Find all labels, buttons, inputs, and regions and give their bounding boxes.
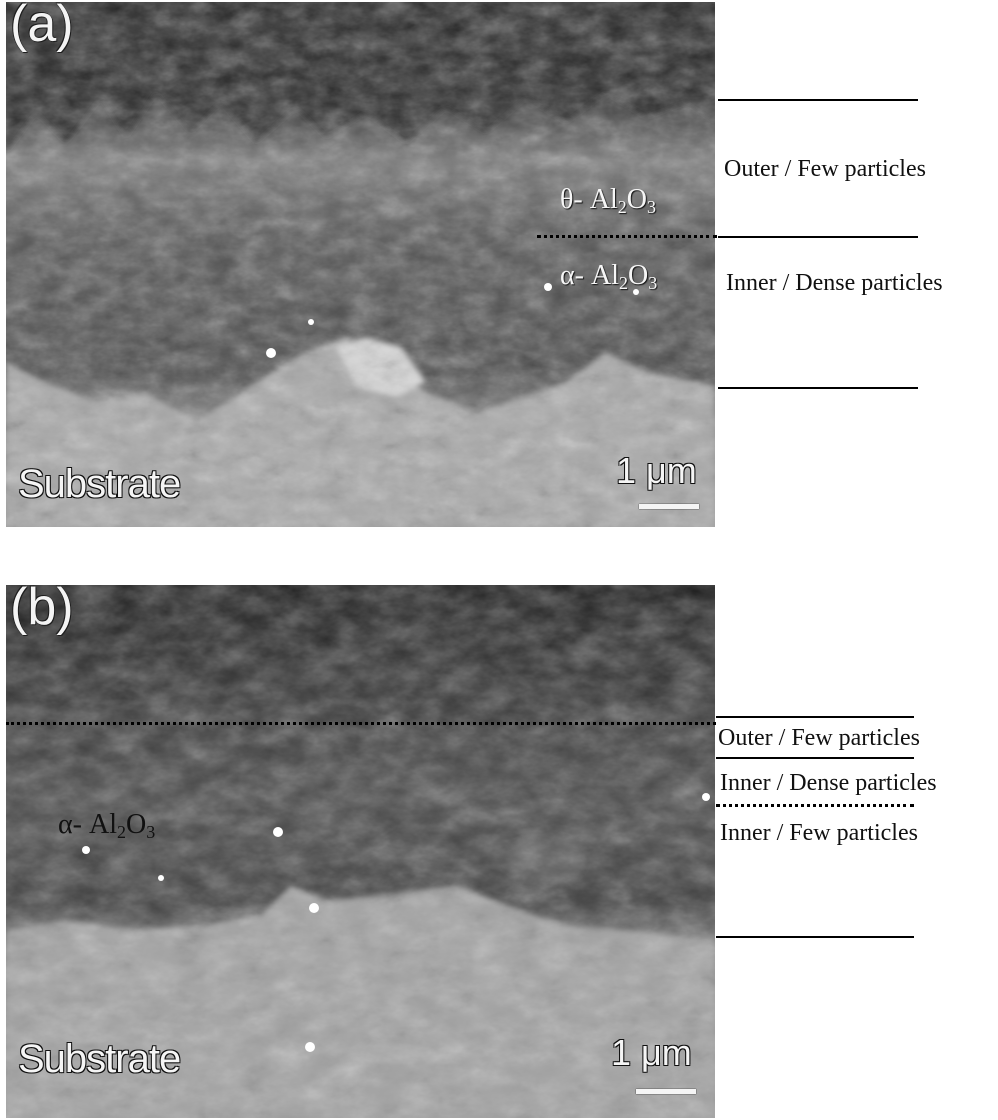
sem-image-b [6,585,715,1118]
layer-line-a-bottom [718,387,918,389]
scale-text-b: 1 μm [611,1032,692,1073]
panel-label-b: (b) [10,585,74,636]
sem-micrograph-b: (b) α- Al2O3 Substrate 1 μm [6,585,715,1118]
layer-label-a-inner: Inner / Dense particles [726,270,943,296]
sem-micrograph-a: (a) θ- Al2O3 α- Al2O3 Substrate 1 μm [6,2,715,527]
theta-alumina-label-a: θ- Al2O3 [560,184,656,217]
layer-label-a-outer: Outer / Few particles [724,156,926,182]
dotted-line-b-right [716,804,914,807]
dotted-line-a-interface [537,235,717,238]
scale-bar-a [639,504,699,509]
scale-bar-b [636,1089,696,1094]
substrate-label-b: Substrate [18,1037,181,1081]
layer-label-b-inner-few: Inner / Few particles [720,820,918,846]
layer-label-b-outer: Outer / Few particles [718,725,920,751]
alpha-alumina-label-b: α- Al2O3 [58,809,156,842]
layer-line-b-top [716,716,914,718]
layer-line-a-top [718,99,918,101]
layer-line-b-mid [716,757,914,759]
sem-image-a [6,2,715,527]
layer-line-a-mid [718,236,918,238]
substrate-label-a: Substrate [18,462,181,506]
alpha-alumina-label-a: α- Al2O3 [560,260,658,293]
scale-text-a: 1 μm [616,450,697,491]
panel-label-a: (a) [10,2,74,53]
dotted-line-b-interface [6,722,716,725]
layer-line-b-bottom [716,936,914,938]
layer-label-b-inner-dense: Inner / Dense particles [720,770,937,796]
